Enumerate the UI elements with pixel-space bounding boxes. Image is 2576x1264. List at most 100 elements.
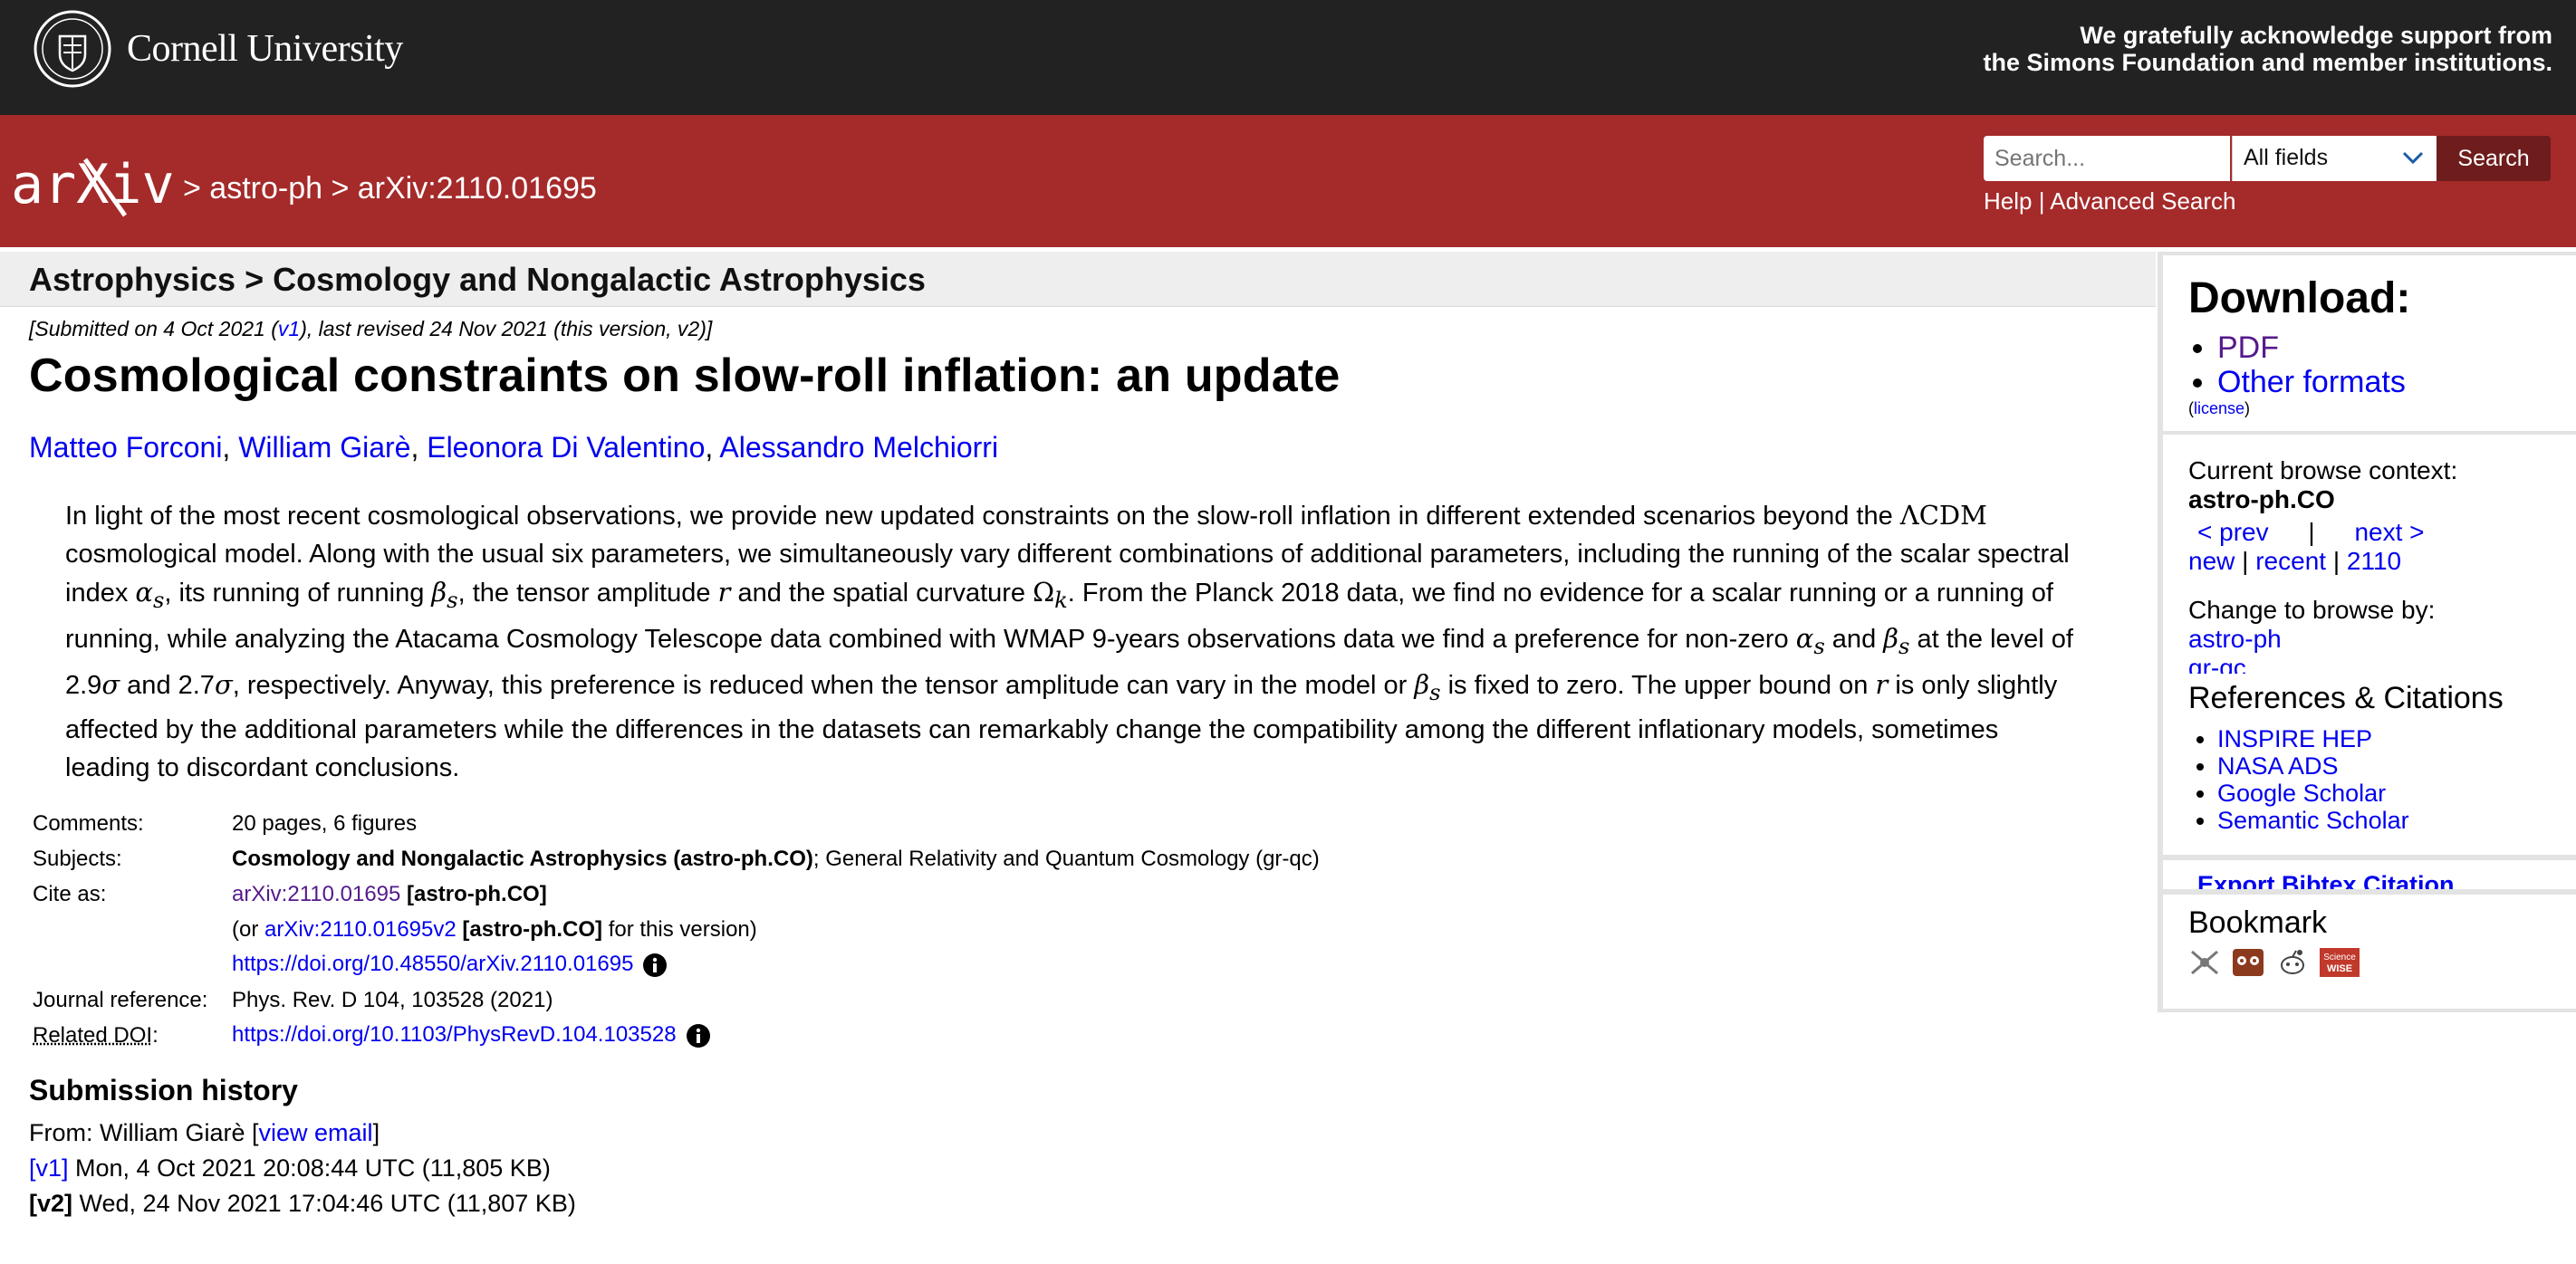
browse-lists: new | recent | 2110: [2188, 547, 2402, 575]
cornell-name[interactable]: Cornell University: [127, 28, 403, 70]
meta-value: Cosmology and Nongalactic Astrophysics (…: [228, 841, 1325, 876]
bookmark-icons: Science WISE: [2188, 948, 2576, 977]
browse-nav: < prev | next >: [2197, 518, 2425, 546]
advanced-search-link[interactable]: Advanced Search: [2050, 187, 2236, 215]
meta-value: https://doi.org/10.48550/arXiv.2110.0169…: [228, 947, 1325, 982]
meta-label: Comments:: [33, 810, 144, 836]
cornell-seal-icon[interactable]: [33, 9, 112, 89]
license-link[interactable]: license: [2194, 399, 2245, 417]
dateline-v1-link[interactable]: v1: [277, 317, 301, 340]
meta-label: Journal reference:: [33, 987, 208, 1012]
breadcrumb[interactable]: > astro-ph > arXiv:2110.01695: [183, 171, 597, 206]
bookmark-box: Bookmark Science WISE: [2163, 895, 2576, 1009]
math-r: r: [1875, 668, 1889, 700]
abstract-text: and 2.7: [120, 670, 215, 700]
math-r: r: [717, 577, 731, 608]
related-doi-abbr[interactable]: Related DOI: [33, 1022, 153, 1048]
meta-row-related-doi: Related DOI: https://doi.org/10.1103/Phy…: [29, 1018, 1325, 1053]
support-line-1: We gratefully acknowledge support from: [2080, 22, 2552, 49]
arxiv-doi-link[interactable]: https://doi.org/10.48550/arXiv.2110.0169…: [232, 952, 634, 977]
recent-link[interactable]: recent: [2255, 547, 2327, 575]
help-link[interactable]: Help: [1984, 187, 2033, 215]
reddit-icon[interactable]: [2276, 948, 2309, 977]
subject-breadcrumb: Astrophysics > Cosmology and Nongalactic…: [29, 261, 926, 298]
next-link[interactable]: next >: [2354, 518, 2425, 546]
related-doi-link[interactable]: https://doi.org/10.1103/PhysRevD.104.103…: [232, 1022, 677, 1048]
math-beta-s: βs: [431, 577, 458, 613]
meta-value: https://doi.org/10.1103/PhysRevD.104.103…: [228, 1018, 1325, 1053]
google-scholar-link[interactable]: Google Scholar: [2217, 780, 2387, 807]
author-link[interactable]: Matteo Forconi: [29, 431, 223, 464]
primary-subject: Cosmology and Nongalactic Astrophysics (…: [232, 846, 813, 871]
search-input[interactable]: [1984, 136, 2230, 181]
inspire-hep-link[interactable]: INSPIRE HEP: [2217, 725, 2373, 752]
math-sigma: σ: [214, 668, 233, 700]
meta-value: arXiv:2110.01695 [astro-ph.CO]: [228, 876, 1325, 912]
other-formats-link[interactable]: Other formats: [2217, 365, 2406, 399]
submission-history: From: William Giarè [view email] [v1] Mo…: [29, 1116, 576, 1221]
nasa-ads-link[interactable]: NASA ADS: [2217, 752, 2339, 780]
author-link[interactable]: Alessandro Melchiorri: [719, 431, 999, 464]
new-link[interactable]: new: [2188, 547, 2235, 575]
info-icon[interactable]: [686, 1023, 711, 1049]
submission-history-title: Submission history: [29, 1074, 298, 1106]
search-field-value: All fields: [2244, 145, 2329, 170]
mendeley-icon[interactable]: [2232, 948, 2264, 977]
right-sidebar: Download: PDF Other formats (license) Cu…: [2158, 252, 2576, 1012]
license-line: (license): [2188, 399, 2251, 417]
arxiv-logo-text: arXiv: [11, 156, 175, 216]
download-box: Download: PDF Other formats (license): [2163, 255, 2576, 431]
cite-category: [astro-ph.CO]: [462, 916, 603, 942]
meta-value: 20 pages, 6 figures: [232, 810, 418, 836]
browse-astro-ph-link[interactable]: astro-ph: [2188, 625, 2282, 653]
meta-value: Phys. Rev. D 104, 103528 (2021): [232, 987, 553, 1012]
abstract: In light of the most recent cosmological…: [65, 496, 2085, 787]
author-link[interactable]: William Giarè: [238, 431, 411, 464]
prev-link[interactable]: < prev: [2197, 518, 2269, 546]
abstract-text: at the level of 2.9: [65, 624, 2073, 700]
abstract-text: and: [1824, 624, 1884, 654]
month-link[interactable]: 2110: [2346, 547, 2402, 575]
subject-subheader: Astrophysics > Cosmology and Nongalactic…: [0, 252, 2156, 307]
author-link[interactable]: Eleonora Di Valentino: [427, 431, 706, 464]
support-line-2: the Simons Foundation and member institu…: [1983, 49, 2552, 76]
version-v2-label: [v2]: [29, 1190, 73, 1217]
math-alpha-s: αs: [135, 577, 165, 613]
math-lcdm: ΛCDM: [1899, 500, 1987, 531]
download-item: Other formats: [2217, 365, 2576, 399]
bibsonomy-icon[interactable]: [2188, 948, 2221, 977]
support-acknowledgement: We gratefully acknowledge support from t…: [1983, 22, 2552, 76]
view-email-link[interactable]: view email: [258, 1119, 373, 1146]
meta-row-journal: Journal reference: Phys. Rev. D 104, 103…: [29, 982, 1325, 1018]
abstract-text: , the tensor amplitude: [457, 579, 718, 608]
search-field-select[interactable]: All fields: [2232, 136, 2437, 181]
arxiv-logo-icon[interactable]: arXiv: [9, 156, 178, 219]
pdf-link[interactable]: PDF: [2217, 330, 2279, 365]
cite-version-link[interactable]: arXiv:2110.01695v2: [264, 916, 457, 942]
submission-dateline: [Submitted on 4 Oct 2021 (v1), last revi…: [29, 317, 712, 341]
meta-label: Related DOI:: [33, 1022, 159, 1048]
meta-row-cite: Cite as: arXiv:2110.01695 [astro-ph.CO]: [29, 876, 1325, 912]
meta-row-doi: https://doi.org/10.48550/arXiv.2110.0169…: [29, 947, 1325, 982]
dateline-pre: [Submitted on 4 Oct 2021 (: [29, 317, 278, 340]
search-button[interactable]: Search: [2437, 136, 2551, 181]
abstract-text: , its running of running: [164, 579, 432, 608]
help-links: Help | Advanced Search: [1984, 187, 2236, 215]
references-title: References & Citations: [2188, 681, 2504, 715]
cite-category: [astro-ph.CO]: [407, 881, 547, 906]
meta-row-comments: Comments: 20 pages, 6 figures: [29, 806, 1325, 841]
meta-row-subjects: Subjects: Cosmology and Nongalactic Astr…: [29, 841, 1325, 876]
version-v1-link[interactable]: [v1]: [29, 1154, 69, 1182]
chevron-down-icon: [2402, 151, 2424, 165]
math-alpha-s: αs: [1795, 622, 1825, 659]
change-browse-label: Change to browse by:: [2188, 596, 2436, 624]
browse-context-value: astro-ph.CO: [2188, 485, 2335, 513]
cite-id-link[interactable]: arXiv:2110.01695: [232, 881, 401, 906]
secondary-subject: ; General Relativity and Quantum Cosmolo…: [812, 846, 1320, 871]
download-item: PDF: [2217, 330, 2576, 365]
paper-title: Cosmological constraints on slow-roll in…: [29, 350, 1341, 402]
info-icon[interactable]: [642, 953, 668, 978]
history-v2: [v2] Wed, 24 Nov 2021 17:04:46 UTC (11,8…: [29, 1190, 576, 1217]
semantic-scholar-link[interactable]: Semantic Scholar: [2217, 807, 2409, 834]
